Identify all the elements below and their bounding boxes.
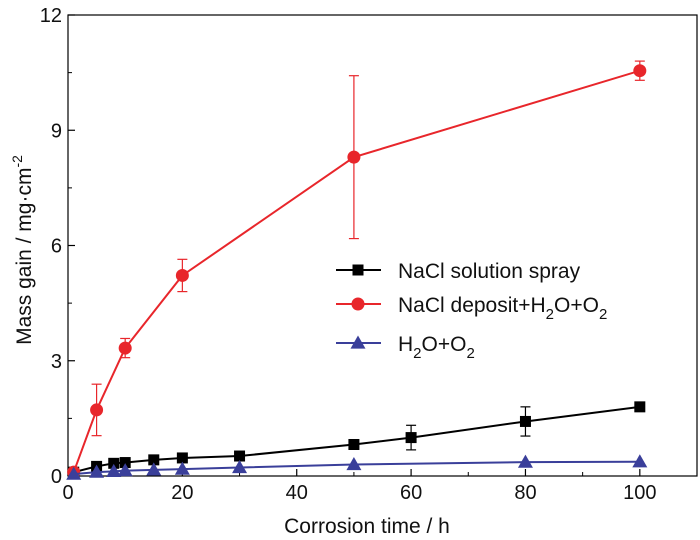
legend: NaCl solution spray NaCl deposit+H2O+O2 H2… <box>336 260 607 362</box>
data-point <box>347 150 361 164</box>
data-point <box>519 415 531 427</box>
legend-label: H2O+O2 <box>398 333 475 362</box>
legend-item-1: NaCl solution spray <box>336 260 581 283</box>
legend-marker <box>352 264 364 276</box>
x-tick-label: 60 <box>400 482 422 504</box>
data-point <box>176 452 188 464</box>
y-tick-label: 9 <box>51 120 62 142</box>
x-tick-label: 20 <box>171 482 193 504</box>
y-tick-label: 6 <box>51 236 62 258</box>
y-axis-label: Mass gain / mg·cm-2 <box>9 155 36 345</box>
data-point <box>633 64 647 78</box>
data-point <box>346 456 362 471</box>
x-tick-label: 80 <box>514 482 536 504</box>
data-point <box>175 268 189 282</box>
x-axis-label: Corrosion time / h <box>284 515 450 538</box>
series-line <box>72 69 641 473</box>
data-point <box>90 403 104 417</box>
y-tick-label: 12 <box>40 5 62 27</box>
data-point <box>632 454 648 468</box>
data-point <box>89 464 105 478</box>
series-layer <box>66 60 648 480</box>
data-point <box>148 454 160 466</box>
x-tick-label: 100 <box>623 482 656 504</box>
data-point <box>232 460 248 474</box>
x-tick-label: 40 <box>286 482 308 504</box>
data-point <box>348 438 360 450</box>
data-point <box>66 466 82 480</box>
legend-label: NaCl deposit+H2O+O2 <box>398 294 607 323</box>
data-point <box>234 450 246 462</box>
x-tick-label: 0 <box>62 482 73 504</box>
y-tick-label: 3 <box>51 351 62 373</box>
data-point <box>146 462 162 476</box>
y-tick-label: 0 <box>51 466 62 488</box>
data-point <box>106 463 122 478</box>
data-point <box>117 463 133 477</box>
data-point <box>634 401 646 413</box>
legend-marker <box>350 335 366 349</box>
data-point <box>405 432 417 444</box>
series-line <box>73 460 640 476</box>
data-point <box>119 457 131 469</box>
axes: 0 20 40 60 80 100 0 3 6 9 12 <box>40 5 698 504</box>
data-point <box>108 457 120 469</box>
series-3 <box>66 454 648 480</box>
legend-item-2: NaCl deposit+H2O+O2 <box>336 294 607 323</box>
legend-item-3: H2O+O2 <box>336 333 475 362</box>
data-point <box>174 461 190 475</box>
data-point <box>118 341 132 355</box>
plot-frame <box>67 14 698 477</box>
legend-label: NaCl solution spray <box>398 260 581 283</box>
data-point <box>517 454 533 468</box>
legend-marker <box>351 297 365 311</box>
